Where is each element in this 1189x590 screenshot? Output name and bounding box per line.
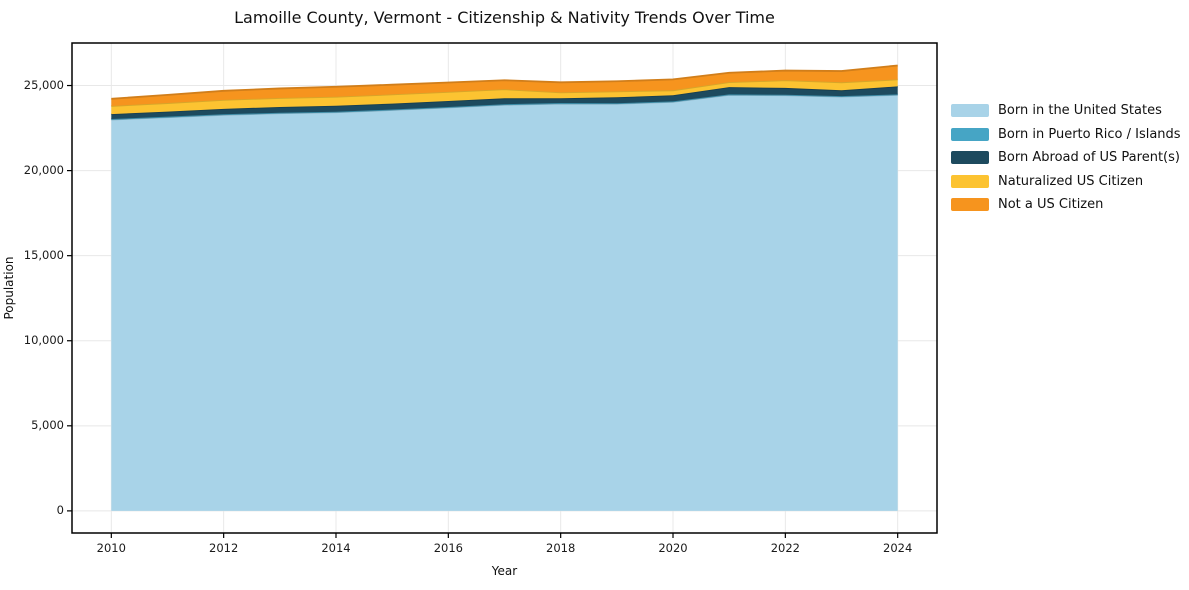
legend-label: Born in the United States [998, 103, 1162, 119]
area-edge-not-a-us-citizen [111, 64, 898, 100]
legend-swatch-icon [951, 151, 989, 165]
y-axis-label: Population [2, 256, 16, 320]
chart-title: Lamoille County, Vermont - Citizenship &… [234, 8, 775, 27]
legend-item: Born in Puerto Rico / Islands [951, 123, 1181, 147]
plot-frame [71, 42, 938, 534]
x-tick-label: 2022 [770, 541, 800, 555]
legend-swatch-icon [951, 127, 989, 141]
legend-label: Not a US Citizen [998, 197, 1104, 213]
x-tick-label: 2012 [209, 541, 239, 555]
legend: Born in the United States Born in Puerto… [951, 99, 1181, 217]
y-tick-label: 15,000 [23, 248, 64, 263]
x-tick-label: 2014 [321, 541, 351, 555]
legend-item: Born in the United States [951, 99, 1181, 123]
legend-item: Born Abroad of US Parent(s) [951, 146, 1181, 170]
area-naturalized-us-citizen [111, 79, 898, 115]
x-tick-label: 2024 [883, 541, 913, 555]
legend-label: Born Abroad of US Parent(s) [998, 150, 1180, 166]
legend-label: Born in Puerto Rico / Islands [998, 126, 1181, 142]
x-tick-label: 2020 [658, 541, 688, 555]
area-born-abroad-of-us-parent-s [111, 86, 898, 120]
y-tick-label: 25,000 [23, 78, 64, 93]
y-tick-label: 5,000 [31, 418, 64, 433]
area-born-in-the-united-states [111, 94, 898, 511]
y-tick-label: 20,000 [23, 163, 64, 178]
legend-swatch-icon [951, 174, 989, 188]
x-axis-label: Year [491, 564, 518, 578]
legend-label: Naturalized US Citizen [998, 173, 1144, 189]
legend-item: Naturalized US Citizen [951, 170, 1181, 194]
y-tick-label: 0 [56, 503, 64, 518]
area-not-a-us-citizen [111, 65, 898, 106]
x-tick-label: 2016 [433, 541, 463, 555]
legend-item: Not a US Citizen [951, 193, 1181, 217]
y-tick-label: 10,000 [23, 333, 64, 348]
x-tick-label: 2010 [96, 541, 126, 555]
legend-swatch-icon [951, 104, 989, 118]
x-tick-label: 2018 [546, 541, 576, 555]
legend-swatch-icon [951, 198, 989, 212]
